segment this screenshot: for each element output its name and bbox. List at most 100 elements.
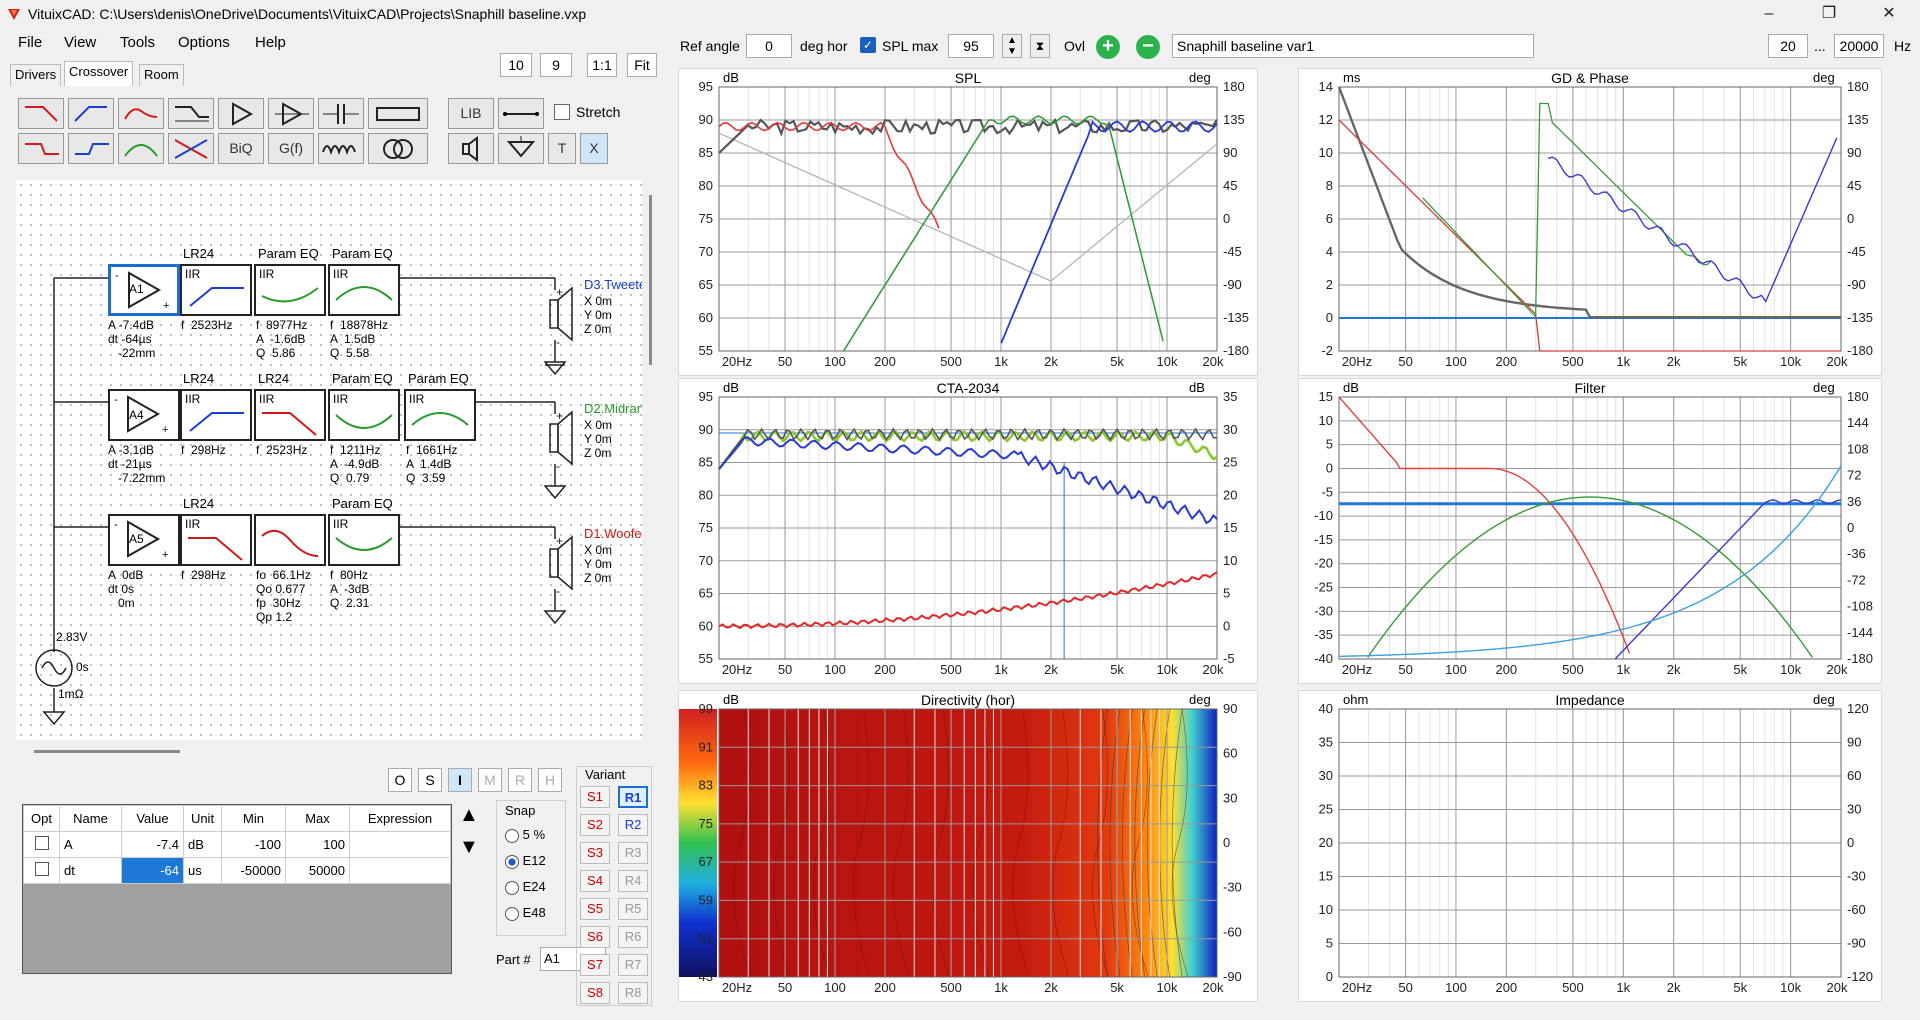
cell-max[interactable]: 50000 (285, 857, 350, 884)
maximize-button[interactable]: ❐ (1821, 5, 1837, 22)
r2-b3-block[interactable]: IIR (328, 389, 400, 441)
highpass1-blue-button[interactable] (68, 133, 114, 164)
cell-expression[interactable] (349, 831, 451, 858)
close-button[interactable]: ✕ (1882, 5, 1896, 22)
snap-5pct[interactable]: 5 % (505, 827, 545, 843)
transformer-button[interactable] (368, 133, 428, 164)
col-opt[interactable]: Opt (23, 805, 60, 832)
move-up-icon[interactable]: ▲ (459, 804, 479, 826)
cell-expression[interactable] (349, 857, 451, 884)
zoom-fit-button[interactable]: Fit (627, 53, 657, 77)
zoom-10-button[interactable]: 10 (500, 53, 532, 77)
stretch-checkbox[interactable] (554, 104, 570, 120)
bandpass-green-button[interactable] (118, 133, 164, 164)
cell-value[interactable]: -7.4 (121, 831, 184, 858)
zoom-1to1-button[interactable]: 1:1 (587, 53, 617, 77)
text-button[interactable]: T (548, 133, 576, 164)
cta2034-graph[interactable]: 95 90 85 80 75 70 65 60 55 35 30 25 20 15 10 5 0 -5 20Hz 50… (678, 378, 1258, 684)
notch-button[interactable] (168, 133, 214, 164)
buffer-button[interactable] (268, 98, 314, 129)
tab-crossover[interactable]: Crossover (64, 61, 134, 86)
f-max-input[interactable]: 20000 (1834, 34, 1884, 58)
variant-name-input[interactable]: Snaphill baseline var1 (1172, 34, 1534, 58)
cell-value[interactable]: -64 (121, 857, 184, 884)
lowpass-red-button[interactable] (18, 98, 64, 129)
menu-tools[interactable]: Tools (120, 34, 156, 51)
mode-r-button[interactable]: R (508, 768, 532, 792)
f-min-input[interactable]: 20 (1768, 34, 1808, 58)
mode-h-button[interactable]: H (538, 768, 562, 792)
r3-b1-block[interactable]: IIR (180, 514, 252, 566)
mode-m-button[interactable]: M (478, 768, 502, 792)
biquad-button[interactable]: BiQ (218, 133, 264, 164)
menu-view[interactable]: View (64, 34, 97, 51)
cell-min[interactable]: -50000 (221, 857, 286, 884)
library-button[interactable]: LIB (448, 98, 494, 129)
r3-b3-block[interactable]: IIR (328, 514, 400, 566)
resistor-button[interactable] (368, 98, 428, 129)
peak-red-button[interactable] (118, 98, 164, 129)
opt-checkbox[interactable] (34, 836, 49, 850)
variant-r3[interactable]: R3 (618, 842, 648, 864)
cell-min[interactable]: -100 (221, 831, 286, 858)
variant-r7[interactable]: R7 (618, 954, 648, 976)
highpass-blue-button[interactable] (68, 98, 114, 129)
variant-r6[interactable]: R6 (618, 926, 648, 948)
variant-s4[interactable]: S4 (580, 870, 610, 892)
spl-max-stepper[interactable]: ▲ ▼ (1002, 34, 1022, 58)
col-min[interactable]: Min (221, 805, 286, 832)
cell-max[interactable]: 100 (285, 831, 350, 858)
r1-b1-block[interactable]: IIR (180, 264, 252, 316)
r2-b4-block[interactable]: IIR (404, 389, 476, 441)
impedance-graph[interactable]: 40 35 30 25 20 15 10 5 0 120 90 60 30 0 -30 -60 -90 -120 2… (1298, 690, 1882, 1002)
move-down-icon[interactable]: ▼ (459, 836, 479, 858)
spl-graph[interactable]: 95 90 85 80 75 70 65 60 55 180 135 90 45 0 -45 -90 -135 -… (678, 68, 1258, 376)
variant-r1[interactable]: R1 (618, 786, 648, 808)
col-value[interactable]: Value (121, 805, 184, 832)
driver-button[interactable] (448, 133, 494, 164)
ref-angle-input[interactable]: 0 (746, 34, 792, 58)
tab-room[interactable]: Room (139, 64, 184, 86)
menu-file[interactable]: File (18, 34, 43, 51)
variant-r8[interactable]: R8 (618, 982, 648, 1004)
variant-r5[interactable]: R5 (618, 898, 648, 920)
opt-checkbox[interactable] (34, 862, 49, 876)
canvas-h-scrollbar[interactable] (34, 750, 180, 753)
variant-s7[interactable]: S7 (580, 954, 610, 976)
x-button[interactable]: X (580, 133, 608, 164)
add-overlay-button[interactable]: + (1096, 35, 1120, 59)
variant-r4[interactable]: R4 (618, 870, 648, 892)
filter-graph[interactable]: 15 10 5 0 -5 -10 -15 -20 -25 -30 -35 -40 180 144 108 72… (1298, 378, 1882, 684)
col-max[interactable]: Max (285, 805, 350, 832)
snap-e48[interactable]: E48 (505, 905, 546, 921)
amp-a1-block[interactable]: - + (108, 264, 180, 316)
canvas-v-scrollbar[interactable] (649, 195, 652, 365)
snap-e24[interactable]: E24 (505, 879, 546, 895)
shelf-button[interactable] (168, 98, 214, 129)
ground-button[interactable] (498, 133, 544, 164)
snap-e12[interactable]: E12 (505, 853, 546, 869)
spl-max-checkbox[interactable]: ✓ (860, 37, 876, 53)
amp-a5-block[interactable]: - + (108, 514, 180, 566)
hourglass-icon[interactable]: ⧗ (1030, 34, 1050, 58)
variant-r2[interactable]: R2 (618, 814, 648, 836)
mode-i-button[interactable]: I (448, 768, 472, 792)
r3-b2-block[interactable] (254, 514, 326, 566)
variant-s5[interactable]: S5 (580, 898, 610, 920)
minimize-button[interactable]: – (1764, 5, 1774, 22)
lowpass1-red-button[interactable] (18, 133, 64, 164)
variant-s6[interactable]: S6 (580, 926, 610, 948)
remove-overlay-button[interactable]: − (1136, 35, 1160, 59)
variant-s2[interactable]: S2 (580, 814, 610, 836)
gd-phase-graph[interactable]: 14 12 10 8 6 4 2 0 -2 180 135 90 45 0 -45 -90 -135 -180 20… (1298, 68, 1882, 376)
variant-s3[interactable]: S3 (580, 842, 610, 864)
menu-help[interactable]: Help (255, 34, 286, 51)
inductor-button[interactable] (318, 133, 364, 164)
mode-s-button[interactable]: S (418, 768, 442, 792)
r1-b2-block[interactable]: IIR (254, 264, 326, 316)
r2-b1-block[interactable]: IIR (180, 389, 252, 441)
col-unit[interactable]: Unit (183, 805, 222, 832)
wire-button[interactable] (498, 98, 544, 129)
zoom-9-button[interactable]: 9 (540, 53, 572, 77)
amplifier-button[interactable] (218, 98, 264, 129)
